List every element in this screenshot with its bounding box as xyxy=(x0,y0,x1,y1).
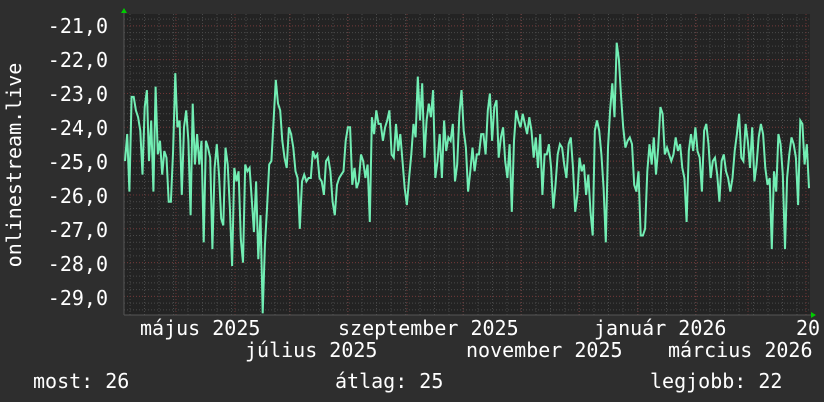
y-tick-label: -28,0 xyxy=(47,252,108,276)
x-axis-arrow-icon xyxy=(811,312,816,318)
legend-best-value: 22 xyxy=(758,369,783,393)
legend-current-value: 26 xyxy=(105,369,130,393)
y-tick-label: -26,0 xyxy=(47,184,108,208)
x-tick-label: szeptember 2025 xyxy=(338,316,519,340)
y-tick-label: -21,0 xyxy=(47,14,108,38)
series-line xyxy=(124,42,810,314)
x-tick-label: július 2025 xyxy=(245,338,378,362)
x-tick-label: november 2025 xyxy=(466,338,623,362)
y-tick-label: -25,0 xyxy=(47,150,108,174)
y-tick-label: -27,0 xyxy=(47,218,108,242)
legend-current: most: 26 xyxy=(33,370,129,392)
y-axis-arrow-icon xyxy=(121,8,127,13)
x-tick-label: 20 xyxy=(796,316,821,340)
y-tick-label: -24,0 xyxy=(47,116,108,140)
x-tick-label: március 2026 xyxy=(668,338,813,362)
x-tick-label: május 2025 xyxy=(140,316,261,340)
legend-best-label: legjobb: xyxy=(650,369,747,393)
y-tick-label: -22,0 xyxy=(47,48,108,72)
legend-average: átlag: 25 xyxy=(335,370,443,392)
y-tick-label: -29,0 xyxy=(47,286,108,310)
y-tick-label: -23,0 xyxy=(47,82,108,106)
y-axis-title: onlinestream.live xyxy=(2,62,26,268)
legend-average-value: 25 xyxy=(419,369,444,393)
legend-current-label: most: xyxy=(33,369,94,393)
legend-average-label: átlag: xyxy=(335,369,408,393)
legend-best: legjobb: 22 xyxy=(650,370,782,392)
x-tick-label: január 2026 xyxy=(594,316,727,340)
